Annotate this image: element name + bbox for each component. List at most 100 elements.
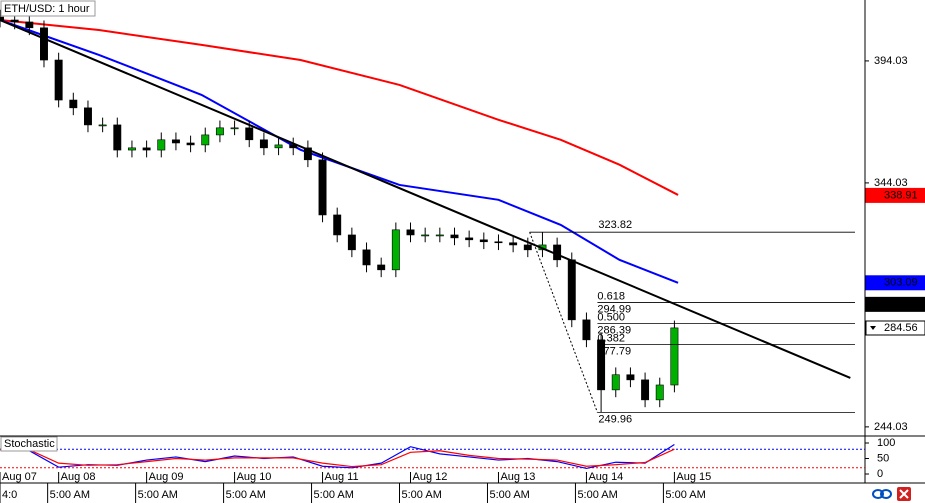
x-tick-label: 5:00 AM (50, 489, 90, 501)
candle-body (421, 234, 430, 237)
candle-body (626, 374, 635, 381)
fib-price: 277.79 (597, 345, 631, 357)
candle-body (406, 229, 415, 236)
close-icon[interactable] (897, 487, 911, 501)
price-label-box (865, 187, 925, 203)
y-tick-label: 50 (877, 452, 889, 464)
candle-body (186, 142, 195, 146)
fib-ratio: 0.382 (597, 332, 625, 344)
candle-body (333, 214, 342, 236)
x-tick-label: Aug 10 (237, 471, 272, 483)
candle-body (641, 379, 650, 401)
candle-body (465, 237, 474, 241)
x-tick-label: Aug 11 (325, 471, 359, 483)
candle-body (84, 107, 92, 126)
candle-body (201, 134, 210, 146)
candle-body (597, 339, 606, 391)
moving-average (0, 19, 679, 196)
price-label-box (865, 296, 925, 312)
fib-price: 323.82 (598, 219, 632, 231)
x-tick-label: Aug 14 (588, 471, 623, 483)
x-tick-label: 5:00 AM (138, 489, 178, 501)
candle-body (113, 124, 122, 151)
price-label-box (865, 275, 925, 291)
y-tick-label: 244.03 (874, 421, 908, 433)
candle-body (245, 127, 254, 141)
x-tick-label: 4:0 (2, 489, 17, 501)
fib-price: 249.96 (598, 413, 632, 425)
x-tick-label: Aug 09 (149, 471, 184, 483)
y-tick-label: 100 (877, 437, 895, 449)
x-tick-label: 5:00 AM (577, 489, 617, 501)
price-label: 338.91 (884, 189, 918, 201)
candle-body (127, 147, 136, 151)
moving-average (0, 19, 679, 284)
y-tick-label: 0 (877, 468, 883, 480)
x-tick-label: 5:00 AM (489, 489, 529, 501)
stochastic-line (0, 448, 675, 468)
y-tick-label: 394.03 (874, 55, 908, 67)
candle-body (611, 374, 620, 391)
candle-body (0, 16, 4, 21)
x-tick-label: Aug 08 (61, 471, 96, 483)
candle-body (40, 27, 48, 61)
x-tick-label: Aug 15 (676, 471, 711, 483)
candle-body (479, 239, 488, 243)
candle-body (303, 147, 312, 161)
candle-body (230, 127, 239, 130)
x-tick-label: 5:00 AM (314, 489, 354, 501)
x-tick-label: Aug 13 (500, 471, 535, 483)
candle-body (523, 244, 532, 251)
x-tick-label: Aug 12 (413, 471, 448, 483)
x-tick-label: 5:00 AM (226, 489, 266, 501)
candle-body (25, 21, 34, 29)
y-tick-label: 344.03 (874, 177, 908, 189)
candle-body (567, 259, 576, 321)
price-label-box (865, 320, 925, 336)
candle-body (274, 144, 283, 149)
price-label: 303.09 (884, 277, 918, 289)
x-tick-label: Aug 07 (2, 471, 37, 483)
trendline (0, 19, 851, 379)
candle-body (347, 234, 356, 251)
chart-title: ETH/USD: 1 hour (4, 3, 90, 15)
candle-body (435, 234, 444, 237)
link-icon[interactable] (872, 489, 892, 499)
candle-body (655, 384, 664, 401)
candle-body (98, 124, 107, 127)
candle-body (171, 139, 180, 144)
candle-body (494, 241, 503, 244)
price-label: 294.25 (884, 298, 918, 310)
candle-body (377, 264, 386, 271)
candle-body (450, 234, 459, 239)
candle-body (215, 127, 224, 136)
x-tick-label: 5:00 AM (665, 489, 705, 501)
candle-body (157, 139, 166, 151)
candle-body (259, 139, 268, 149)
stoch-title: Stochastic (4, 438, 55, 450)
candle-body (54, 59, 63, 101)
fib-ratio: 0.500 (597, 311, 625, 323)
candle-body (142, 147, 151, 151)
candle-body (509, 242, 518, 246)
candle-body (289, 144, 298, 149)
title-box (0, 0, 96, 17)
price-marker (870, 325, 876, 330)
candle-body (670, 327, 679, 386)
stoch-title-box (0, 436, 58, 452)
plot-layer: 244.03 344.03 394.03 323.82 249.96 0.618294.9… (0, 9, 925, 503)
price-label: 284.56 (884, 322, 918, 334)
candle-body (582, 319, 591, 341)
fib-ratio: 0.618 (597, 290, 625, 302)
fib-price: 294.99 (597, 303, 631, 315)
candle-body (318, 159, 327, 216)
candle-body (362, 249, 371, 266)
fib-diagonal (529, 232, 598, 413)
fib-price: 286.39 (597, 324, 631, 336)
candle-body (391, 229, 400, 271)
candle-body (69, 99, 78, 109)
candle-body (10, 19, 19, 23)
x-tick-label: 5:00 AM (402, 489, 442, 501)
